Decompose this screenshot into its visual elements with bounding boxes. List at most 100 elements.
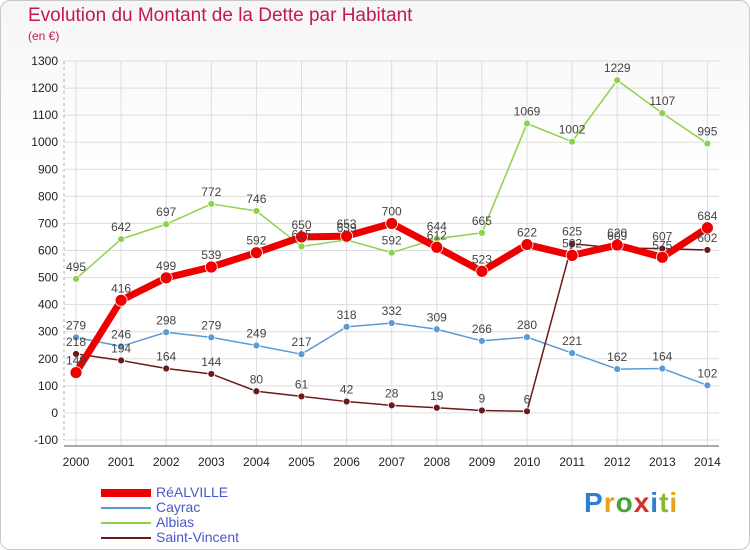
data-label-realville: 575	[652, 238, 672, 252]
data-point-realville	[610, 238, 624, 252]
data-point-saint_vincent	[387, 401, 396, 410]
data-point-albias	[387, 248, 396, 257]
brand-letter: x	[633, 487, 651, 518]
data-point-cayrac	[477, 337, 486, 345]
data-label-realville: 592	[246, 234, 266, 248]
brand-letter: o	[615, 487, 634, 518]
data-point-realville	[520, 238, 534, 251]
legend-label: Cayrac	[156, 499, 201, 515]
data-label-cayrac: 318	[337, 308, 357, 322]
data-label-cayrac: 102	[697, 366, 717, 380]
legend-swatch	[101, 537, 151, 539]
y-tick-label: 300	[38, 325, 58, 339]
chart-title: Evolution du Montant de la Dette par Hab…	[28, 5, 413, 26]
y-tick-label: -100	[34, 433, 58, 447]
y-tick-label: 900	[38, 162, 58, 176]
data-point-realville	[295, 230, 308, 244]
data-label-saint_vincent: 19	[430, 389, 444, 403]
data-point-albias	[658, 109, 667, 118]
data-point-realville	[655, 250, 669, 264]
y-tick-label: 700	[38, 216, 58, 230]
data-label-realville: 539	[201, 248, 221, 262]
data-label-realville: 700	[382, 204, 402, 218]
data-label-cayrac: 249	[246, 327, 266, 341]
legend-swatch	[101, 507, 151, 509]
data-point-albias	[613, 76, 622, 85]
data-label-albias: 592	[382, 234, 402, 248]
data-point-albias	[252, 207, 261, 215]
data-label-realville: 416	[111, 281, 131, 295]
x-tick-label: 2014	[694, 455, 721, 469]
legend-swatch	[101, 489, 151, 497]
x-tick-label: 2011	[559, 455, 585, 469]
data-point-cayrac	[72, 333, 80, 342]
x-tick-label: 2007	[378, 455, 405, 469]
series-realville	[69, 217, 714, 379]
data-point-cayrac	[703, 381, 712, 390]
data-point-albias	[568, 137, 576, 146]
y-tick-label: 0	[51, 406, 58, 420]
data-label-albias: 1107	[649, 94, 675, 108]
data-point-cayrac	[117, 342, 125, 351]
x-tick-label: 2001	[108, 455, 135, 469]
data-label-albias: 1229	[604, 61, 631, 75]
data-point-saint_vincent	[432, 403, 441, 412]
brand-letter: r	[603, 487, 616, 518]
data-label-albias: 615	[291, 227, 311, 241]
data-point-albias	[703, 139, 712, 148]
data-label-albias: 697	[156, 205, 176, 219]
data-point-cayrac	[432, 325, 441, 334]
data-point-cayrac	[297, 350, 306, 359]
data-label-realville: 523	[472, 252, 492, 266]
data-point-realville	[565, 248, 579, 262]
y-tick-label: 800	[38, 189, 58, 203]
data-point-albias	[117, 235, 125, 244]
data-point-realville	[701, 221, 714, 235]
data-label-albias: 665	[472, 214, 492, 228]
data-label-albias: 1069	[514, 105, 541, 119]
data-label-saint_vincent: 42	[340, 383, 354, 397]
data-label-saint_vincent: 164	[156, 350, 176, 364]
data-label-cayrac: 309	[427, 310, 447, 324]
y-tick-label: 600	[38, 244, 58, 258]
data-label-saint_vincent: 144	[201, 355, 221, 369]
data-label-albias: 639	[337, 221, 357, 235]
data-label-cayrac: 221	[562, 334, 582, 348]
x-tick-label: 2008	[423, 455, 450, 469]
data-label-albias: 1002	[559, 123, 586, 137]
y-tick-label: 1300	[31, 54, 58, 68]
data-label-realville: 650	[291, 218, 311, 232]
data-point-albias	[297, 242, 306, 251]
data-point-albias	[523, 119, 531, 128]
y-tick-label: 1200	[31, 81, 58, 95]
data-point-cayrac	[252, 341, 261, 350]
data-label-albias: 642	[111, 220, 131, 234]
brand-letter: P	[584, 487, 604, 518]
data-label-realville: 620	[607, 226, 627, 240]
data-point-cayrac	[162, 328, 171, 337]
data-point-saint_vincent	[207, 370, 216, 378]
data-point-realville	[159, 271, 173, 285]
data-point-albias	[477, 229, 486, 237]
data-label-realville: 149	[66, 354, 86, 368]
y-tick-label: 1000	[31, 135, 58, 149]
brand-letter: t	[659, 487, 670, 518]
data-point-realville	[475, 264, 489, 278]
x-tick-label: 2006	[333, 455, 360, 469]
x-tick-label: 2012	[604, 455, 631, 469]
legend-swatch	[101, 522, 151, 524]
x-tick-label: 2002	[153, 455, 180, 469]
y-tick-label: 500	[38, 271, 58, 285]
data-label-saint_vincent: 6	[524, 392, 531, 406]
y-tick-label: 200	[38, 352, 58, 366]
data-label-saint_vincent: 607	[652, 230, 672, 244]
data-point-realville	[340, 229, 354, 243]
data-label-layer: 279 246 298 279 249 217 318 332 309 266 280 221 162 1…	[66, 61, 718, 406]
data-label-albias: 644	[427, 220, 447, 234]
data-label-saint_vincent: 625	[562, 225, 582, 239]
data-point-realville	[249, 246, 263, 260]
x-tick-label: 2004	[243, 455, 270, 469]
data-point-realville	[69, 366, 83, 379]
data-point-realville	[204, 260, 218, 274]
